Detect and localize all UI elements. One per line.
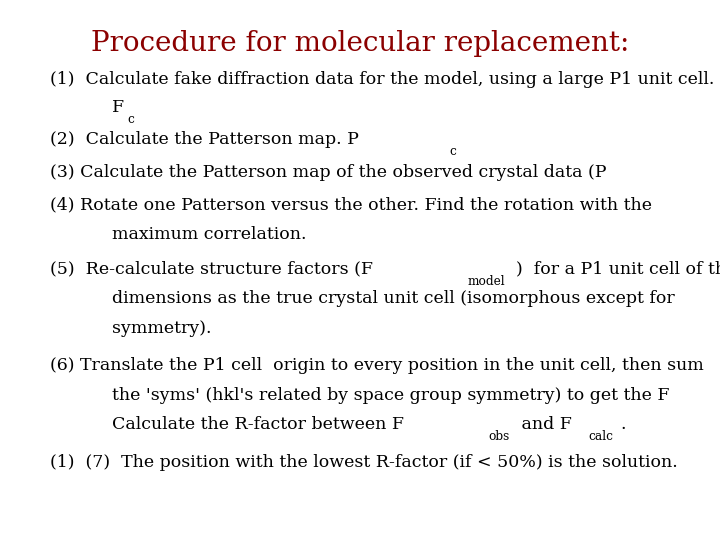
Text: Procedure for molecular replacement:: Procedure for molecular replacement: xyxy=(91,30,629,57)
Text: maximum correlation.: maximum correlation. xyxy=(112,226,306,242)
Text: (3) Calculate the Patterson map of the observed crystal data (P: (3) Calculate the Patterson map of the o… xyxy=(50,164,607,180)
Text: .: . xyxy=(620,416,626,433)
Text: (2)  Calculate the Patterson map. P: (2) Calculate the Patterson map. P xyxy=(50,131,359,148)
Text: dimensions as the true crystal unit cell (isomorphous except for: dimensions as the true crystal unit cell… xyxy=(112,291,675,307)
Text: calc: calc xyxy=(588,430,613,443)
Text: (1)  Calculate fake diffraction data for the model, using a large P1 unit cell.: (1) Calculate fake diffraction data for … xyxy=(50,71,715,87)
Text: c: c xyxy=(449,145,456,158)
Text: )  for a P1 unit cell of the same cell: ) for a P1 unit cell of the same cell xyxy=(516,261,720,278)
Text: obs: obs xyxy=(488,430,510,443)
Text: symmetry).: symmetry). xyxy=(112,320,211,337)
Text: (5)  Re-calculate structure factors (F: (5) Re-calculate structure factors (F xyxy=(50,261,374,278)
Text: c: c xyxy=(127,112,134,126)
Text: F: F xyxy=(112,99,124,116)
Text: model: model xyxy=(467,274,505,288)
Text: (1)  (7)  The position with the lowest R-factor (if < 50%) is the solution.: (1) (7) The position with the lowest R-f… xyxy=(50,454,678,471)
Text: Calculate the R-factor between F: Calculate the R-factor between F xyxy=(112,416,404,433)
Text: and F: and F xyxy=(516,416,572,433)
Text: (4) Rotate one Patterson versus the other. Find the rotation with the: (4) Rotate one Patterson versus the othe… xyxy=(50,196,652,213)
Text: (6) Translate the P1 cell  origin to every position in the unit cell, then sum: (6) Translate the P1 cell origin to ever… xyxy=(50,357,704,374)
Text: the 'syms' (hkl's related by space group symmetry) to get the F: the 'syms' (hkl's related by space group… xyxy=(112,387,669,403)
